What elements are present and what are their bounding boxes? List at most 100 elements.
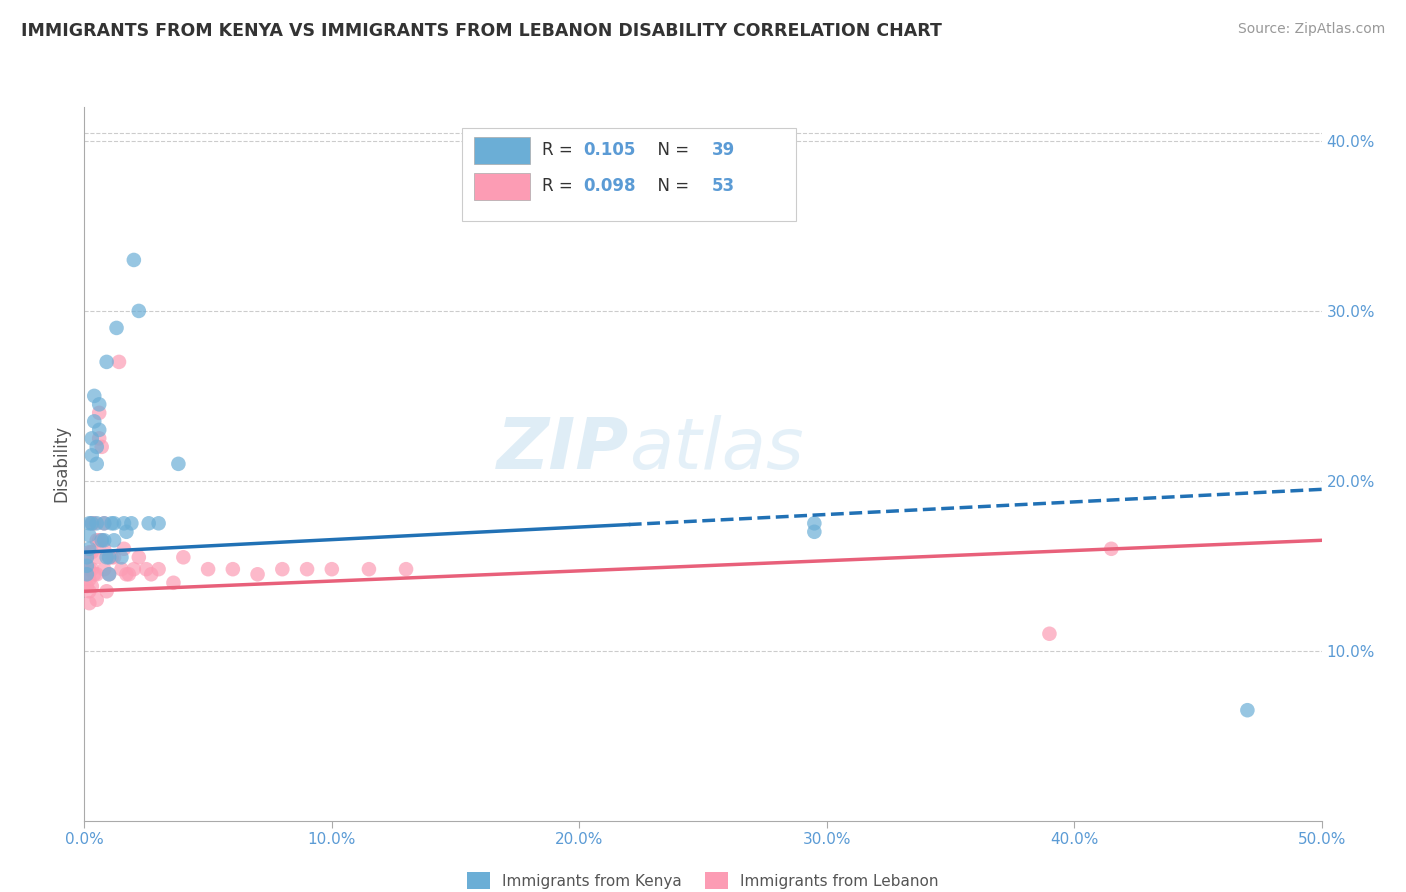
Point	[86, 550, 108, 565]
Point	[90, 533, 112, 548]
Point	[80, 516, 103, 531]
Point	[86, 592, 108, 607]
Point	[89, 406, 111, 420]
Point	[96, 550, 118, 565]
Point	[128, 304, 150, 318]
Point	[96, 355, 118, 369]
Point	[1236, 703, 1258, 717]
Text: Source: ZipAtlas.com: Source: ZipAtlas.com	[1237, 22, 1385, 37]
Point	[122, 562, 145, 576]
Point	[167, 457, 190, 471]
Point	[86, 516, 108, 531]
Point	[98, 550, 121, 565]
Point	[76, 567, 98, 582]
FancyBboxPatch shape	[474, 137, 530, 164]
Point	[90, 533, 112, 548]
Point	[120, 516, 142, 531]
Point	[93, 541, 115, 556]
Point	[86, 457, 108, 471]
Point	[118, 567, 141, 582]
Text: R =: R =	[543, 177, 578, 194]
Point	[98, 567, 121, 582]
Point	[80, 562, 103, 576]
Legend: Immigrants from Kenya, Immigrants from Lebanon: Immigrants from Kenya, Immigrants from L…	[461, 866, 945, 892]
Point	[395, 562, 418, 576]
Point	[83, 567, 105, 582]
Point	[110, 562, 132, 576]
Point	[103, 516, 125, 531]
Point	[80, 545, 103, 559]
Point	[103, 533, 125, 548]
Point	[79, 516, 101, 531]
Text: 0.105: 0.105	[583, 141, 636, 159]
Point	[79, 596, 101, 610]
Point	[98, 567, 121, 582]
Point	[148, 562, 170, 576]
Point	[295, 562, 318, 576]
Text: 53: 53	[711, 177, 735, 194]
Text: R =: R =	[543, 141, 578, 159]
Point	[80, 431, 103, 445]
Point	[110, 550, 132, 565]
Point	[93, 516, 115, 531]
Y-axis label: Disability: Disability	[52, 425, 70, 502]
Point	[93, 516, 115, 531]
Text: ZIP: ZIP	[496, 415, 628, 484]
Point	[98, 550, 121, 565]
Point	[80, 516, 103, 531]
Point	[122, 252, 145, 267]
Point	[271, 562, 294, 576]
Point	[83, 516, 105, 531]
Point	[803, 516, 825, 531]
Point	[128, 550, 150, 565]
Point	[83, 389, 105, 403]
Point	[246, 567, 269, 582]
Point	[76, 550, 98, 565]
Point	[89, 397, 111, 411]
Text: N =: N =	[647, 177, 695, 194]
Point	[321, 562, 343, 576]
Point	[100, 516, 122, 531]
Point	[83, 414, 105, 428]
Point	[79, 562, 101, 576]
Point	[112, 541, 135, 556]
Point	[357, 562, 380, 576]
Point	[80, 579, 103, 593]
Text: 39: 39	[711, 141, 735, 159]
Point	[1038, 626, 1060, 640]
Point	[135, 562, 157, 576]
Point	[93, 533, 115, 548]
Point	[86, 567, 108, 582]
Point	[162, 575, 184, 590]
Point	[79, 528, 101, 542]
Point	[79, 573, 101, 587]
Point	[222, 562, 245, 576]
Point	[80, 448, 103, 462]
Point	[79, 545, 101, 559]
Point	[172, 550, 194, 565]
Point	[138, 516, 160, 531]
Text: atlas: atlas	[628, 415, 803, 484]
Point	[108, 355, 131, 369]
Point	[76, 550, 98, 565]
Point	[76, 558, 98, 573]
Point	[79, 541, 101, 556]
Text: 0.098: 0.098	[583, 177, 636, 194]
Point	[115, 524, 138, 539]
Point	[141, 567, 163, 582]
Point	[1099, 541, 1122, 556]
Point	[93, 562, 115, 576]
Point	[89, 533, 111, 548]
Point	[89, 431, 111, 445]
Point	[103, 550, 125, 565]
FancyBboxPatch shape	[461, 128, 796, 221]
Point	[803, 524, 825, 539]
Point	[76, 579, 98, 593]
Point	[79, 584, 101, 599]
Point	[148, 516, 170, 531]
Text: N =: N =	[647, 141, 695, 159]
Text: IMMIGRANTS FROM KENYA VS IMMIGRANTS FROM LEBANON DISABILITY CORRELATION CHART: IMMIGRANTS FROM KENYA VS IMMIGRANTS FROM…	[21, 22, 942, 40]
Point	[96, 584, 118, 599]
Point	[76, 567, 98, 582]
Point	[100, 550, 122, 565]
